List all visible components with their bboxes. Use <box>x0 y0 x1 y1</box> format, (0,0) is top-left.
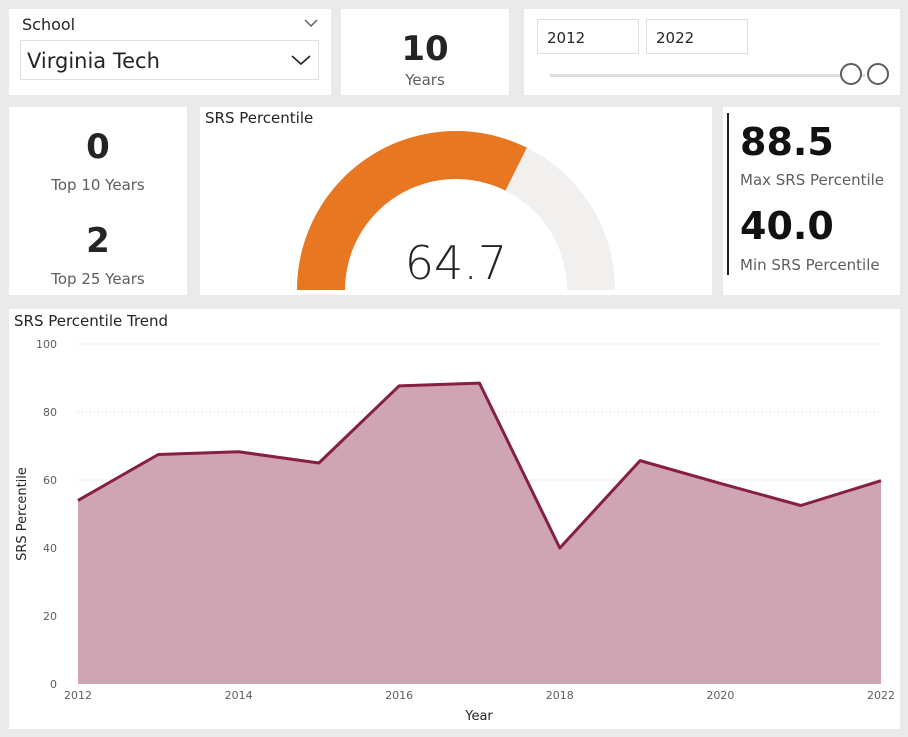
gauge-fill <box>297 131 527 290</box>
years-count-label: Years <box>405 71 445 89</box>
school-slicer: School Virginia Tech <box>9 9 331 95</box>
y-tick-label: 0 <box>50 678 57 691</box>
top-years-card: 0 Top 10 Years 2 Top 25 Years <box>9 107 187 295</box>
data-point-2021[interactable] <box>798 503 804 509</box>
data-point-2015[interactable] <box>316 460 322 466</box>
data-point-2020[interactable] <box>717 480 723 486</box>
srs-trend-chart: 2012 2014 2016 2018 2020 2022 0 20 40 60 80 100 Ye… <box>15 338 895 724</box>
school-slicer-title: School <box>22 15 76 34</box>
data-point-2022[interactable] <box>878 478 884 484</box>
max-min-card: 88.5 Max SRS Percentile 40.0 Min SRS Per… <box>723 107 900 295</box>
trend-line[interactable] <box>77 381 882 550</box>
range-start-input[interactable]: 2012 <box>537 19 639 54</box>
gauge-title: SRS Percentile <box>205 109 314 127</box>
x-tick-label: 2012 <box>64 689 92 702</box>
year-range-slicer: 2012 2022 <box>524 9 900 95</box>
y-tick-label: 100 <box>36 338 57 351</box>
max-srs-value: 88.5 <box>740 120 834 164</box>
trend-area-fill <box>78 383 881 684</box>
data-point-2017[interactable] <box>477 380 483 386</box>
top10-years-label: Top 10 Years <box>51 176 145 194</box>
data-point-2014[interactable] <box>236 449 242 455</box>
range-end-handle[interactable] <box>867 63 889 85</box>
data-point-2016[interactable] <box>396 383 402 389</box>
school-selected-value: Virginia Tech <box>27 49 160 73</box>
range-end-input[interactable]: 2022 <box>646 19 748 54</box>
y-tick-label: 40 <box>43 542 57 555</box>
trend-chart-title: SRS Percentile Trend <box>14 312 169 330</box>
years-count-card: 10 Years <box>341 9 509 95</box>
years-count-value: 10 <box>401 29 449 69</box>
y-tick-label: 80 <box>43 406 57 419</box>
x-axis-title: Year <box>464 709 493 724</box>
y-tick-label: 60 <box>43 474 57 487</box>
y-tick-label: 20 <box>43 610 57 623</box>
data-point-2013[interactable] <box>155 452 161 458</box>
data-point-2019[interactable] <box>637 458 643 464</box>
x-tick-label: 2018 <box>546 689 574 702</box>
top25-years-label: Top 25 Years <box>51 270 145 288</box>
accent-divider <box>727 113 729 275</box>
gauge-value: 64.7 <box>405 236 507 290</box>
top25-years-value: 2 <box>86 221 110 261</box>
data-point-2012[interactable] <box>75 497 81 503</box>
range-slider-track[interactable] <box>550 74 865 77</box>
min-srs-value: 40.0 <box>740 204 834 248</box>
range-start-handle[interactable] <box>840 63 862 85</box>
srs-trend-chart-card: 2012 2014 2016 2018 2020 2022 0 20 40 60 80 100 Ye… <box>9 309 900 729</box>
chevron-down-icon[interactable] <box>290 53 312 67</box>
top10-years-value: 0 <box>86 127 110 167</box>
x-tick-label: 2020 <box>706 689 734 702</box>
data-point-2018[interactable] <box>557 545 563 551</box>
x-tick-label: 2022 <box>867 689 895 702</box>
chevron-down-icon[interactable] <box>303 17 319 29</box>
max-srs-label: Max SRS Percentile <box>740 171 885 189</box>
min-srs-label: Min SRS Percentile <box>740 256 880 274</box>
gauge-chart: 64.7 <box>297 131 615 290</box>
srs-percentile-gauge: 64.7 SRS Percentile <box>200 107 712 295</box>
y-axis-title: SRS Percentile <box>15 467 30 561</box>
school-dropdown[interactable]: Virginia Tech <box>20 40 319 80</box>
x-tick-label: 2014 <box>225 689 253 702</box>
x-tick-label: 2016 <box>385 689 413 702</box>
